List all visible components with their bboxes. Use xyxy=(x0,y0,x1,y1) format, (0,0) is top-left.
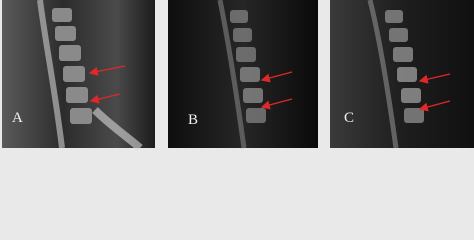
spinal-canal xyxy=(367,0,399,149)
vertebrae xyxy=(52,8,92,124)
panel-b: B xyxy=(168,0,318,149)
vertebrae xyxy=(230,10,266,123)
panel-a: A xyxy=(2,0,155,152)
page: A B C (() => { const da xyxy=(2,0,474,152)
vertebrae xyxy=(385,10,424,123)
sacrum xyxy=(92,107,143,152)
arrow xyxy=(418,100,451,112)
arrow xyxy=(88,65,126,76)
panel-c: C xyxy=(330,0,474,149)
spinal-canal xyxy=(37,0,65,149)
panel-label: C xyxy=(344,110,354,126)
arrow xyxy=(89,93,121,104)
arrow xyxy=(418,73,451,84)
panel-label: A xyxy=(12,110,23,126)
spinal-canal xyxy=(217,0,247,149)
arrow xyxy=(260,71,293,83)
panel-label: B xyxy=(188,112,198,128)
arrow xyxy=(260,98,293,110)
figure: A B C xyxy=(2,0,474,152)
